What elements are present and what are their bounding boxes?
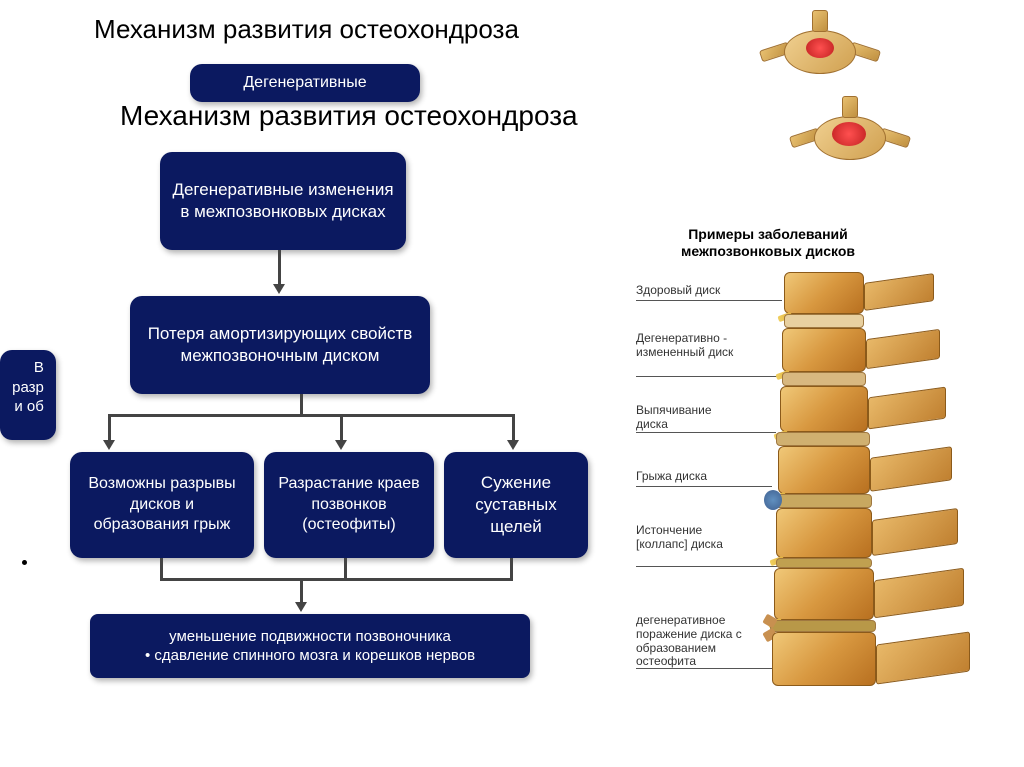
arrow-branch-v-right <box>512 414 515 442</box>
flow-box-osteophytes-label: Разрастание краев позвонков (остеофиты) <box>276 474 422 536</box>
flow-box-partial-left-label: В разр и об <box>12 358 44 417</box>
vertebra-1 <box>784 272 864 314</box>
flow-box-degenerative: Дегенеративные изменения в межпозвонковы… <box>160 152 406 250</box>
tv2-spinous <box>842 96 858 118</box>
tv1-spinous <box>812 10 828 32</box>
flow-box-result-label: уменьшение подвижности позвоночника • сд… <box>145 627 475 666</box>
spine-label-healthy: Здоровый диск <box>636 284 746 298</box>
vertebra-crosssection-1 <box>760 10 880 80</box>
page-title-main: Механизм развития остеохондроза <box>120 100 578 132</box>
arrow-branch-v-left <box>108 414 111 442</box>
flow-box-osteophytes: Разрастание краев позвонков (остеофиты) <box>264 452 434 558</box>
tv2-inflammation <box>832 122 866 146</box>
arrow-merge-v-left <box>160 558 163 580</box>
arrow-merge-head <box>295 602 307 612</box>
arrow-1-2-head <box>273 284 285 294</box>
spine-label-bulge: Выпячивание диска <box>636 404 746 432</box>
spine-label-degenerative: Дегенеративно - измененный диск <box>636 332 756 360</box>
spinous-6 <box>874 568 964 619</box>
flow-box-narrowing: Сужение суставных щелей <box>444 452 588 558</box>
spinous-2 <box>866 329 940 369</box>
flow-box-narrowing-label: Сужение суставных щелей <box>456 472 576 538</box>
spinous-5 <box>872 508 958 556</box>
arrow-branch-right-head <box>507 440 519 450</box>
arrow-merge-v-mid <box>344 558 347 580</box>
flow-box-partial-top-label: Дегенеративные <box>243 73 366 94</box>
arrow-branch-mid-head <box>335 440 347 450</box>
spine-line-hernia <box>636 486 772 487</box>
arrow-branch-h <box>108 414 514 417</box>
flow-box-amortization-label: Потеря амортизирующих свойств межпозвоно… <box>142 323 418 367</box>
spinous-7 <box>876 631 970 684</box>
flow-box-result: уменьшение подвижности позвоночника • сд… <box>90 614 530 678</box>
vertebra-6 <box>774 568 874 620</box>
flow-box-degenerative-label: Дегенеративные изменения в межпозвонковы… <box>172 179 394 223</box>
arrow-merge-v-right <box>510 558 513 580</box>
spine-line-healthy <box>636 300 782 301</box>
spine-line-osteophyte <box>636 668 782 669</box>
flow-box-partial-top: Дегенеративные <box>190 64 420 102</box>
spine-line-degenerative <box>636 376 782 377</box>
spine-line-collapse <box>636 566 782 567</box>
arrow-branch-left-head <box>103 440 115 450</box>
disc-3 <box>776 432 870 446</box>
arrow-2-branch-v <box>300 394 303 414</box>
vertebra-2 <box>782 328 866 372</box>
disc-hernia <box>764 490 782 510</box>
arrow-1-2 <box>278 250 281 286</box>
disc-1 <box>784 314 864 328</box>
spine-line-bulge <box>636 432 776 433</box>
spine-label-osteophyte: дегенеративное поражение диска с образов… <box>636 614 756 669</box>
vertebra-5 <box>776 508 872 558</box>
spine-label-collapse: Истончение [коллапс] диска <box>636 524 746 552</box>
vertebra-4 <box>778 446 870 494</box>
tv1-inflammation <box>806 38 834 58</box>
flow-box-partial-left: В разр и об <box>0 350 56 440</box>
spinous-4 <box>870 446 952 492</box>
disc-6 <box>770 620 876 632</box>
dot-left <box>22 560 27 565</box>
vertebra-7 <box>772 632 876 686</box>
vertebra-crosssection-2 <box>790 96 910 166</box>
arrow-branch-v-mid <box>340 414 343 442</box>
vertebra-3 <box>780 386 868 432</box>
spine-diagram-title: Примеры заболеваний межпозвонковых диско… <box>648 226 888 260</box>
spine-illustration <box>778 272 998 732</box>
arrow-merge-down <box>300 578 303 604</box>
disc-4 <box>772 494 872 508</box>
spinous-1 <box>864 273 934 311</box>
flow-box-ruptures: Возможны разрывы дисков и образования гр… <box>70 452 254 558</box>
spine-label-hernia: Грыжа диска <box>636 470 746 484</box>
flow-box-amortization-loss: Потеря амортизирующих свойств межпозвоно… <box>130 296 430 394</box>
arrow-merge-h <box>160 578 513 581</box>
disc-5 <box>776 558 872 568</box>
disc-2 <box>782 372 866 386</box>
flow-box-ruptures-label: Возможны разрывы дисков и образования гр… <box>82 474 242 536</box>
spinous-3 <box>868 387 946 430</box>
page-title-top: Механизм развития остеохондроза <box>94 14 519 45</box>
